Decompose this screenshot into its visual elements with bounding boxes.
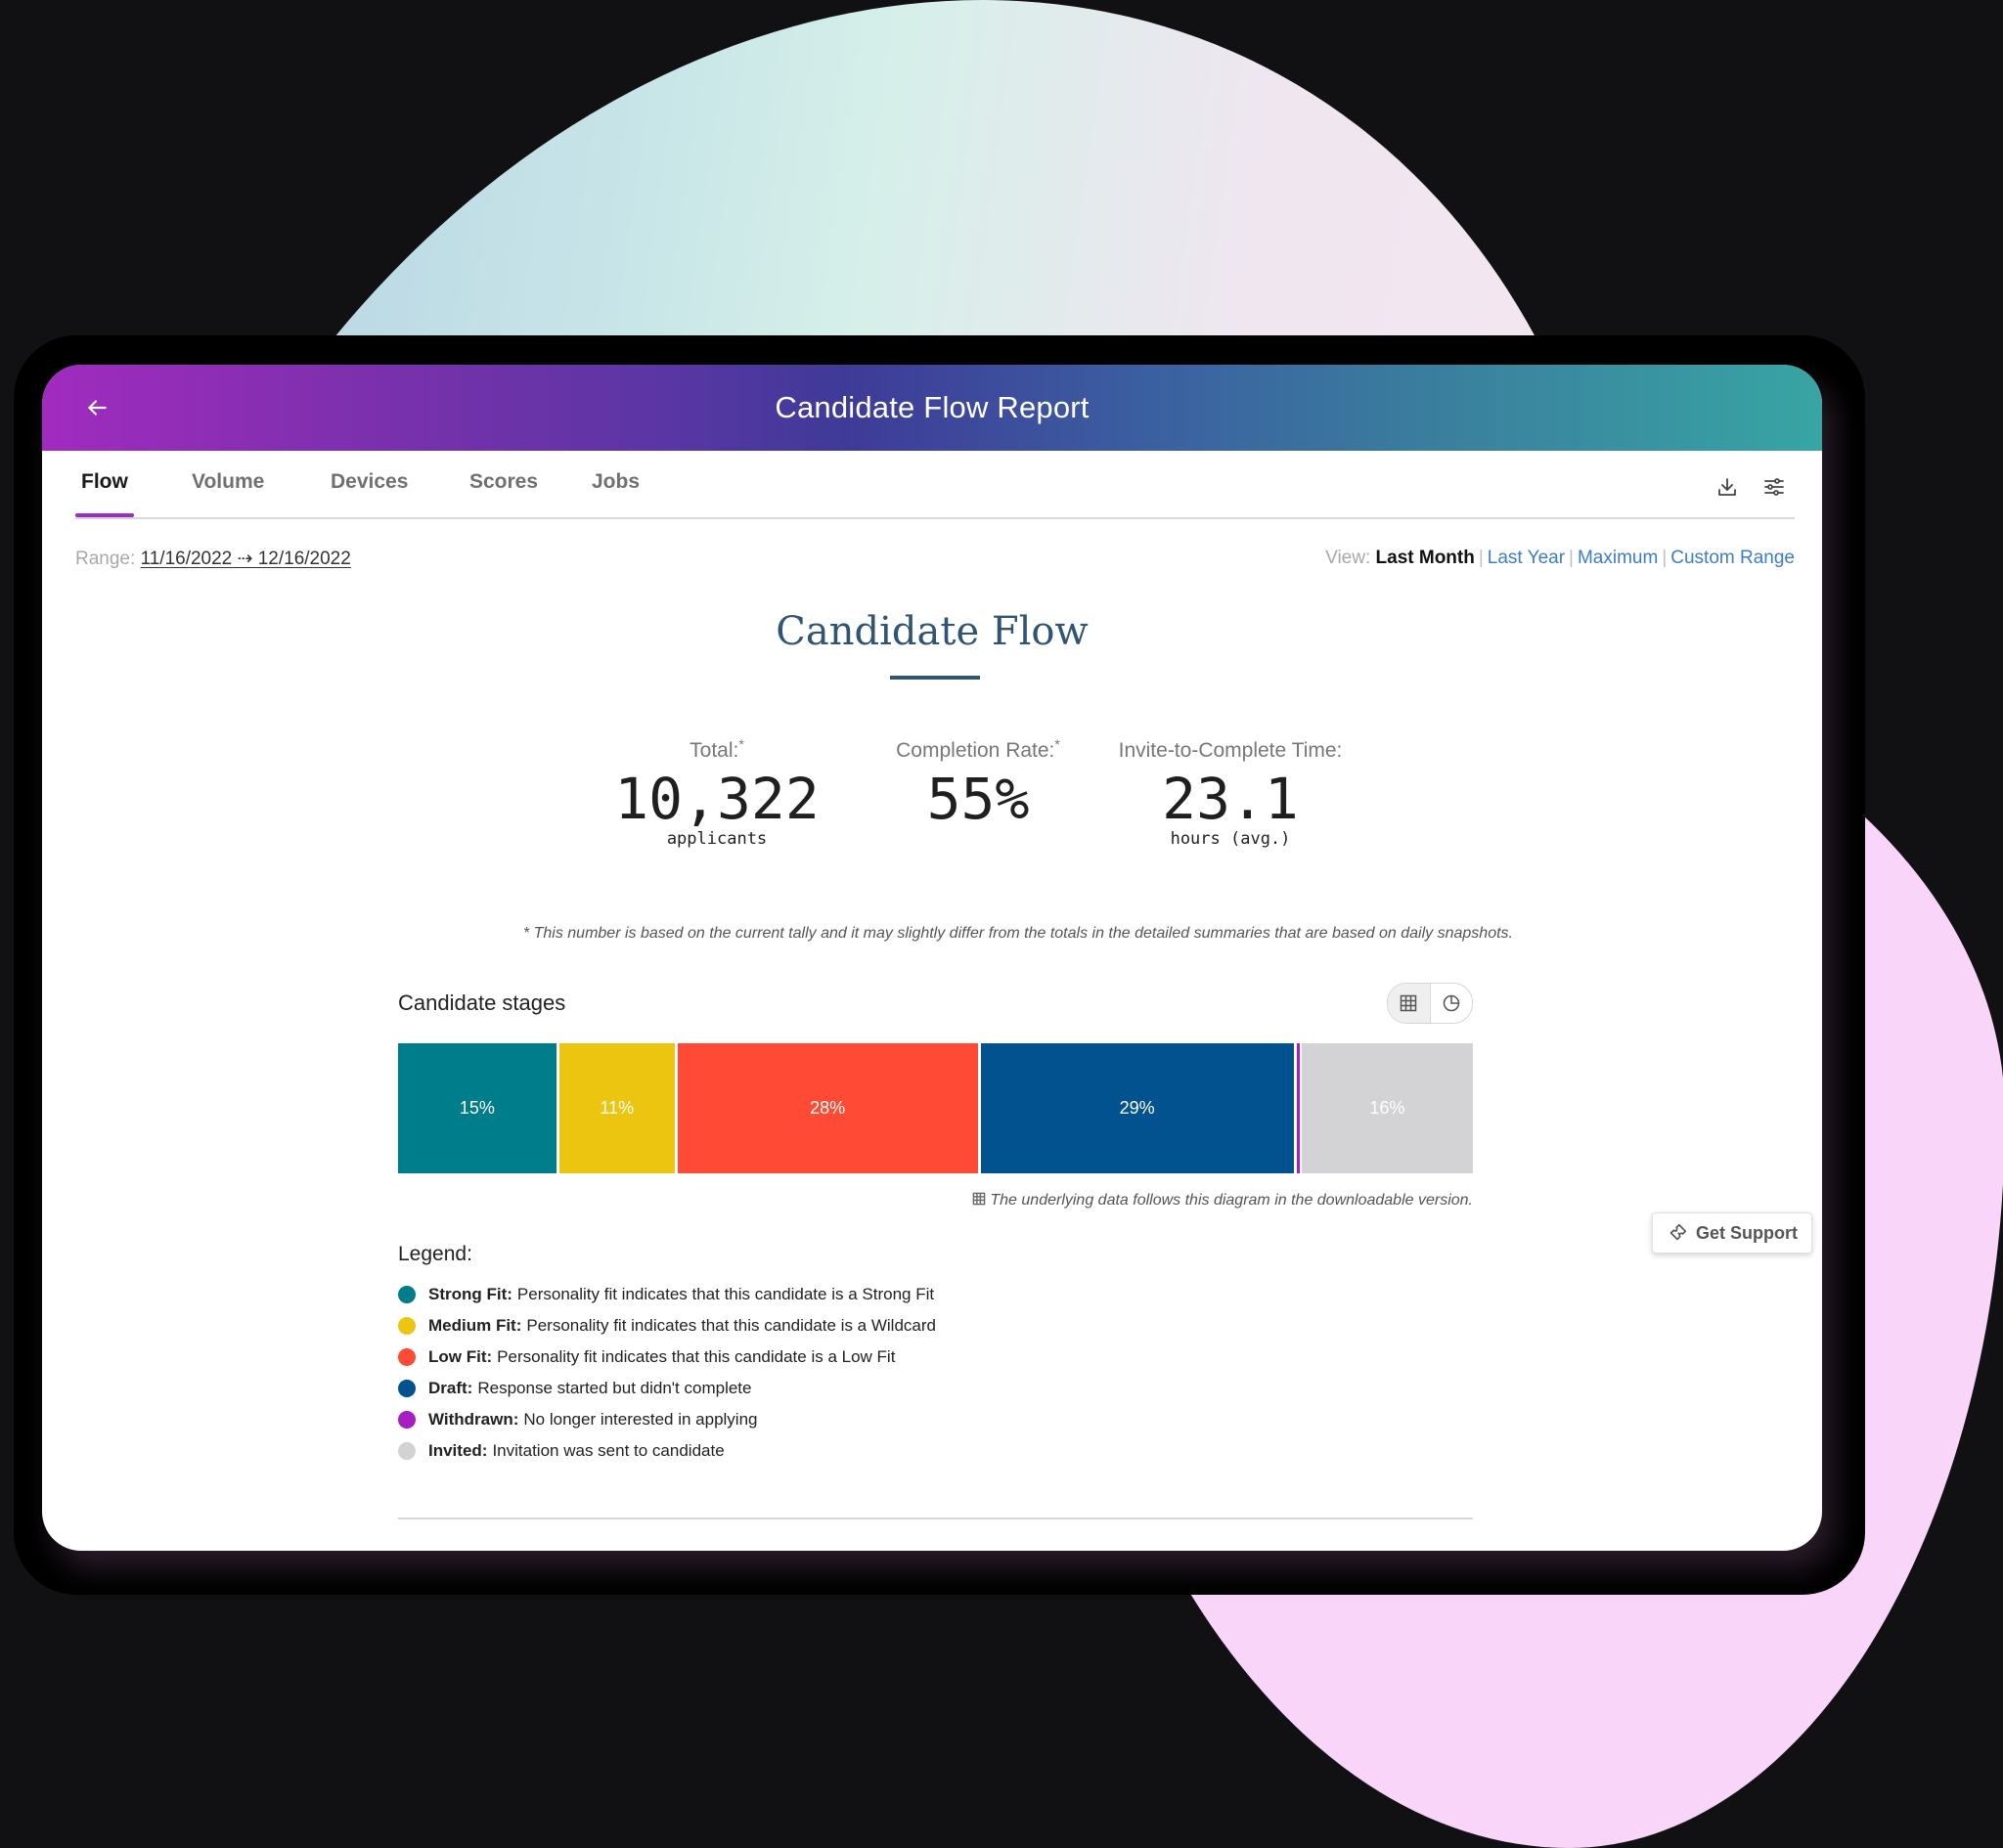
tab-devices[interactable]: Devices [331, 470, 408, 494]
legend-title: Legend: [398, 1243, 472, 1265]
tab-label: Flow [81, 470, 128, 493]
legend-dot-icon [398, 1348, 416, 1366]
report-header: Candidate Flow Report [42, 365, 1822, 451]
legend: Strong Fit: Personality fit indicates tha… [398, 1279, 936, 1467]
range-label: Range: [75, 549, 136, 569]
legend-dot-icon [398, 1380, 416, 1397]
date-range: Range: 11/16/2022 ⇢ 12/16/2022 [75, 548, 351, 570]
legend-dot-icon [398, 1442, 416, 1460]
bar-segment-withdrawn[interactable] [1296, 1043, 1302, 1173]
diagram-note: The underlying data follows this diagram… [398, 1192, 1473, 1210]
view-selector: View: Last Month | Last Year | Maximum | Custo… [1325, 548, 1795, 569]
bar-segment-medium-fit[interactable]: 11% [558, 1043, 678, 1173]
tab-scores[interactable]: Scores [469, 470, 538, 494]
tab-label: Scores [469, 470, 539, 493]
legend-item-draft: Draft: Response started but didn't comple… [398, 1373, 936, 1404]
tab-label: Jobs [592, 470, 641, 493]
bar-segment-strong-fit[interactable]: 15% [398, 1043, 559, 1173]
stacked-bar-chart: 15% 11% 28% 29% 16% [398, 1043, 1473, 1173]
pie-chart-icon [1443, 994, 1459, 1012]
page-title: Candidate Flow Report [775, 390, 1090, 424]
section-title: Candidate Flow [776, 609, 1089, 654]
legend-item-invited: Invited: Invitation was sent to candidate [398, 1435, 936, 1467]
legend-item-medium-fit: Medium Fit: Personality fit indicates tha… [398, 1310, 936, 1342]
arrow-left-icon [88, 400, 107, 416]
tab-bar: Flow Volume Devices Scores Jobs [75, 451, 1795, 519]
stat-value: 23.1 [1162, 766, 1299, 832]
bar-segment-invited[interactable]: 16% [1301, 1043, 1473, 1173]
footnote: * This number is based on the current ta… [522, 925, 1513, 942]
table-view-button[interactable] [1388, 984, 1430, 1023]
view-last-month[interactable]: Last Month [1375, 548, 1475, 568]
tab-jobs[interactable]: Jobs [592, 470, 640, 494]
separator: | [1662, 548, 1668, 568]
view-last-year[interactable]: Last Year [1487, 548, 1566, 568]
view-maximum[interactable]: Maximum [1577, 548, 1659, 568]
title-underline [890, 676, 980, 680]
stat-value: 10,322 [614, 766, 820, 832]
stages-title: Candidate stages [398, 990, 566, 1015]
tab-label: Devices [331, 470, 409, 493]
stat-value: 55% [926, 766, 1030, 832]
report-card: Candidate Flow Report Flow Volume Device… [42, 365, 1822, 1551]
get-support-button[interactable]: Get Support [1652, 1212, 1812, 1254]
download-button[interactable] [1713, 472, 1742, 502]
tab-flow[interactable]: Flow [75, 470, 134, 517]
pie-view-button[interactable] [1429, 984, 1473, 1023]
view-label: View: [1325, 548, 1371, 568]
divider [398, 1518, 1473, 1519]
legend-item-withdrawn: Withdrawn: No longer interested in applyi… [398, 1404, 936, 1435]
stat-unit: hours (avg.) [1170, 829, 1291, 849]
legend-dot-icon [398, 1286, 416, 1303]
active-tab-indicator [75, 513, 134, 517]
legend-item-strong-fit: Strong Fit: Personality fit indicates tha… [398, 1279, 936, 1310]
table-icon [973, 1192, 986, 1206]
legend-item-low-fit: Low Fit: Personality fit indicates that t… [398, 1342, 936, 1373]
legend-dot-icon [398, 1317, 416, 1335]
stat-unit: applicants [666, 829, 768, 849]
legend-dot-icon [398, 1411, 416, 1429]
stat-label: Total:* [690, 736, 744, 762]
separator: | [1569, 548, 1574, 568]
stat-label: Completion Rate:* [896, 736, 1060, 762]
view-custom-range[interactable]: Custom Range [1670, 548, 1795, 568]
bar-segment-draft[interactable]: 29% [980, 1043, 1297, 1173]
ticket-icon [1669, 1223, 1687, 1241]
stat-total: Total:* 10,322 applicants [565, 736, 868, 849]
table-icon [1401, 994, 1417, 1012]
sliders-icon [1764, 478, 1784, 496]
stat-completion-rate: Completion Rate:* 55% [836, 736, 1120, 832]
tab-volume[interactable]: Volume [192, 470, 264, 494]
settings-button[interactable] [1759, 472, 1789, 502]
chart-view-toggle [1387, 983, 1473, 1024]
stat-invite-to-complete: Invite-to-Complete Time: 23.1 hours (avg… [1074, 736, 1387, 849]
tab-label: Volume [192, 470, 265, 493]
separator: | [1478, 548, 1484, 568]
range-value-link[interactable]: 11/16/2022 ⇢ 12/16/2022 [140, 549, 351, 569]
get-support-label: Get Support [1696, 1222, 1798, 1243]
download-icon [1718, 478, 1736, 496]
back-button[interactable] [79, 390, 114, 425]
stat-label: Invite-to-Complete Time: [1118, 739, 1343, 762]
bar-segment-low-fit[interactable]: 28% [677, 1043, 981, 1173]
